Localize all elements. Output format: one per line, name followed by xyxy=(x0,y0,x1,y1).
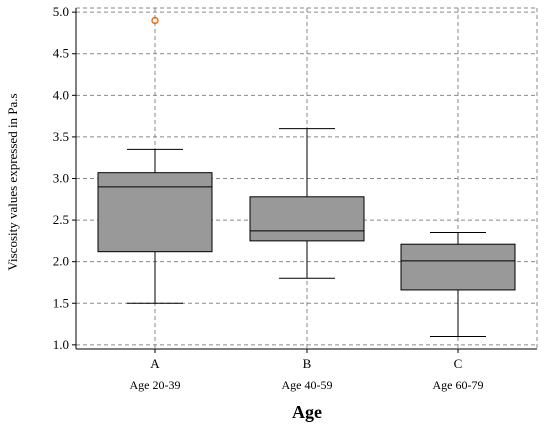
category-label: B xyxy=(303,356,312,371)
y-tick-label: 2.0 xyxy=(53,254,69,269)
axes xyxy=(72,8,537,353)
y-tick-labels: 1.0 1.5 2.0 2.5 3.0 3.5 4.0 4.5 5.0 xyxy=(53,4,69,352)
y-tick-label: 1.5 xyxy=(53,295,69,310)
category-label: C xyxy=(454,356,463,371)
category-sublabel: Age 60-79 xyxy=(433,378,484,392)
boxes xyxy=(97,16,516,338)
y-tick-label: 5.0 xyxy=(53,4,69,19)
category-sublabel: Age 20-39 xyxy=(130,378,181,392)
y-tick-label: 3.0 xyxy=(53,171,69,186)
category-sublabel: Age 40-59 xyxy=(282,378,333,392)
y-axis-label: Viscosity values expressed in Pa.s xyxy=(5,93,20,270)
y-tick-label: 2.5 xyxy=(53,212,69,227)
category-labels: A Age 20-39 B Age 40-59 C Age 60-79 xyxy=(130,356,484,392)
box-iqr xyxy=(249,196,365,242)
category-label: A xyxy=(150,356,160,371)
x-axis-label: Age xyxy=(292,402,322,422)
y-tick-label: 3.5 xyxy=(53,129,69,144)
y-tick-label: 1.0 xyxy=(53,337,69,352)
box-iqr xyxy=(97,172,213,253)
y-tick-label: 4.0 xyxy=(53,87,69,102)
box-iqr xyxy=(400,243,516,291)
outlier-point xyxy=(151,16,159,25)
y-tick-label: 4.5 xyxy=(53,46,69,61)
